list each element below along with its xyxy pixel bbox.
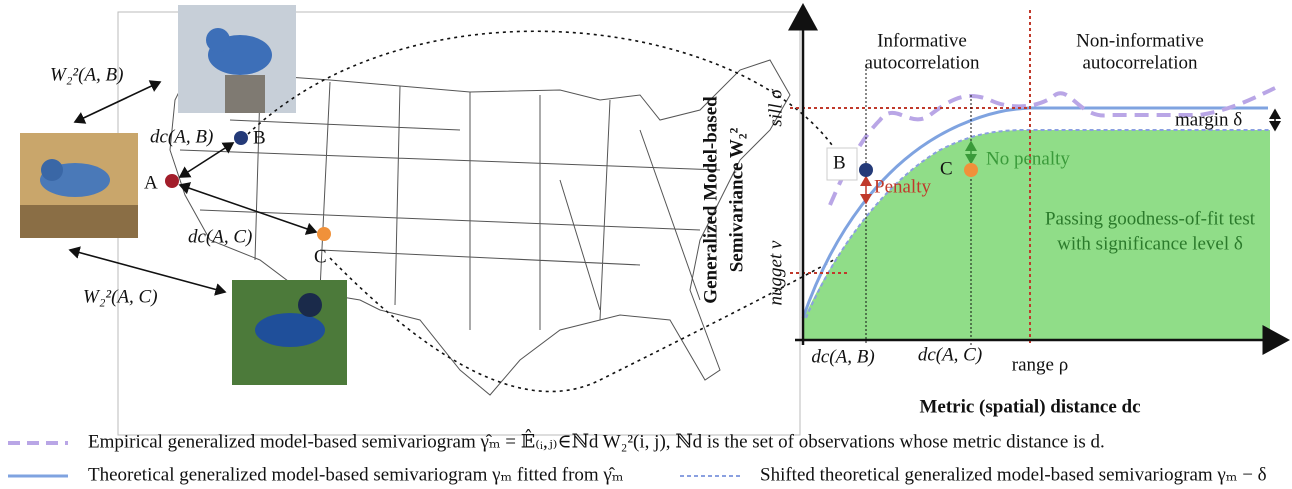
point-a — [165, 174, 179, 188]
nugget-label: nugget ν — [765, 240, 786, 305]
label: A — [144, 172, 158, 193]
penalty-label: Penalty — [874, 176, 931, 197]
region-label: autocorrelation — [1082, 52, 1198, 73]
legend-label: Empirical generalized model-based semiva… — [88, 428, 1105, 452]
no-penalty-label: No penalty — [986, 148, 1070, 169]
legend-label: Shifted theoretical generalized model-ba… — [760, 464, 1267, 485]
point-b — [234, 131, 248, 145]
legend-label: Theoretical generalized model-based semi… — [88, 464, 624, 485]
x-axis-label: Metric (spatial) distance dc — [919, 396, 1140, 417]
region-label: autocorrelation — [864, 52, 980, 73]
label: dc(A, C) — [188, 226, 252, 247]
label: dc(A, B) — [150, 126, 213, 147]
bird-image — [178, 5, 296, 113]
label: W₂²(A, B) — [50, 64, 124, 85]
label: W₂²(A, C) — [83, 286, 158, 307]
sill-label: sill σ — [765, 89, 786, 127]
region-label: Informative — [877, 30, 967, 51]
y-axis-label: Generalized Model-based — [700, 96, 721, 304]
point-label: B — [833, 152, 846, 173]
x-tick-label: range ρ — [1012, 354, 1068, 375]
x-tick-label: dc(A, C) — [918, 344, 982, 365]
y-axis-label: Semivariance W₂² — [726, 127, 747, 272]
point-c — [317, 227, 331, 241]
label: C — [314, 246, 327, 267]
region-label: Non-informative — [1076, 30, 1204, 51]
point-b — [859, 163, 873, 177]
point-c — [964, 163, 978, 177]
label: B — [253, 127, 266, 148]
margin-label: margin δ — [1175, 109, 1242, 130]
figure: W₂²(A, B) dc(A, B) B A dc(A, C) C W₂²(A,… — [0, 0, 1292, 489]
passing-label: with significance level δ — [1057, 233, 1243, 254]
passing-label: Passing goodness-of-fit test — [1045, 208, 1256, 229]
bird-image — [232, 280, 347, 385]
point-label: C — [940, 158, 953, 179]
bird-image — [20, 133, 138, 238]
x-tick-label: dc(A, B) — [811, 346, 874, 367]
